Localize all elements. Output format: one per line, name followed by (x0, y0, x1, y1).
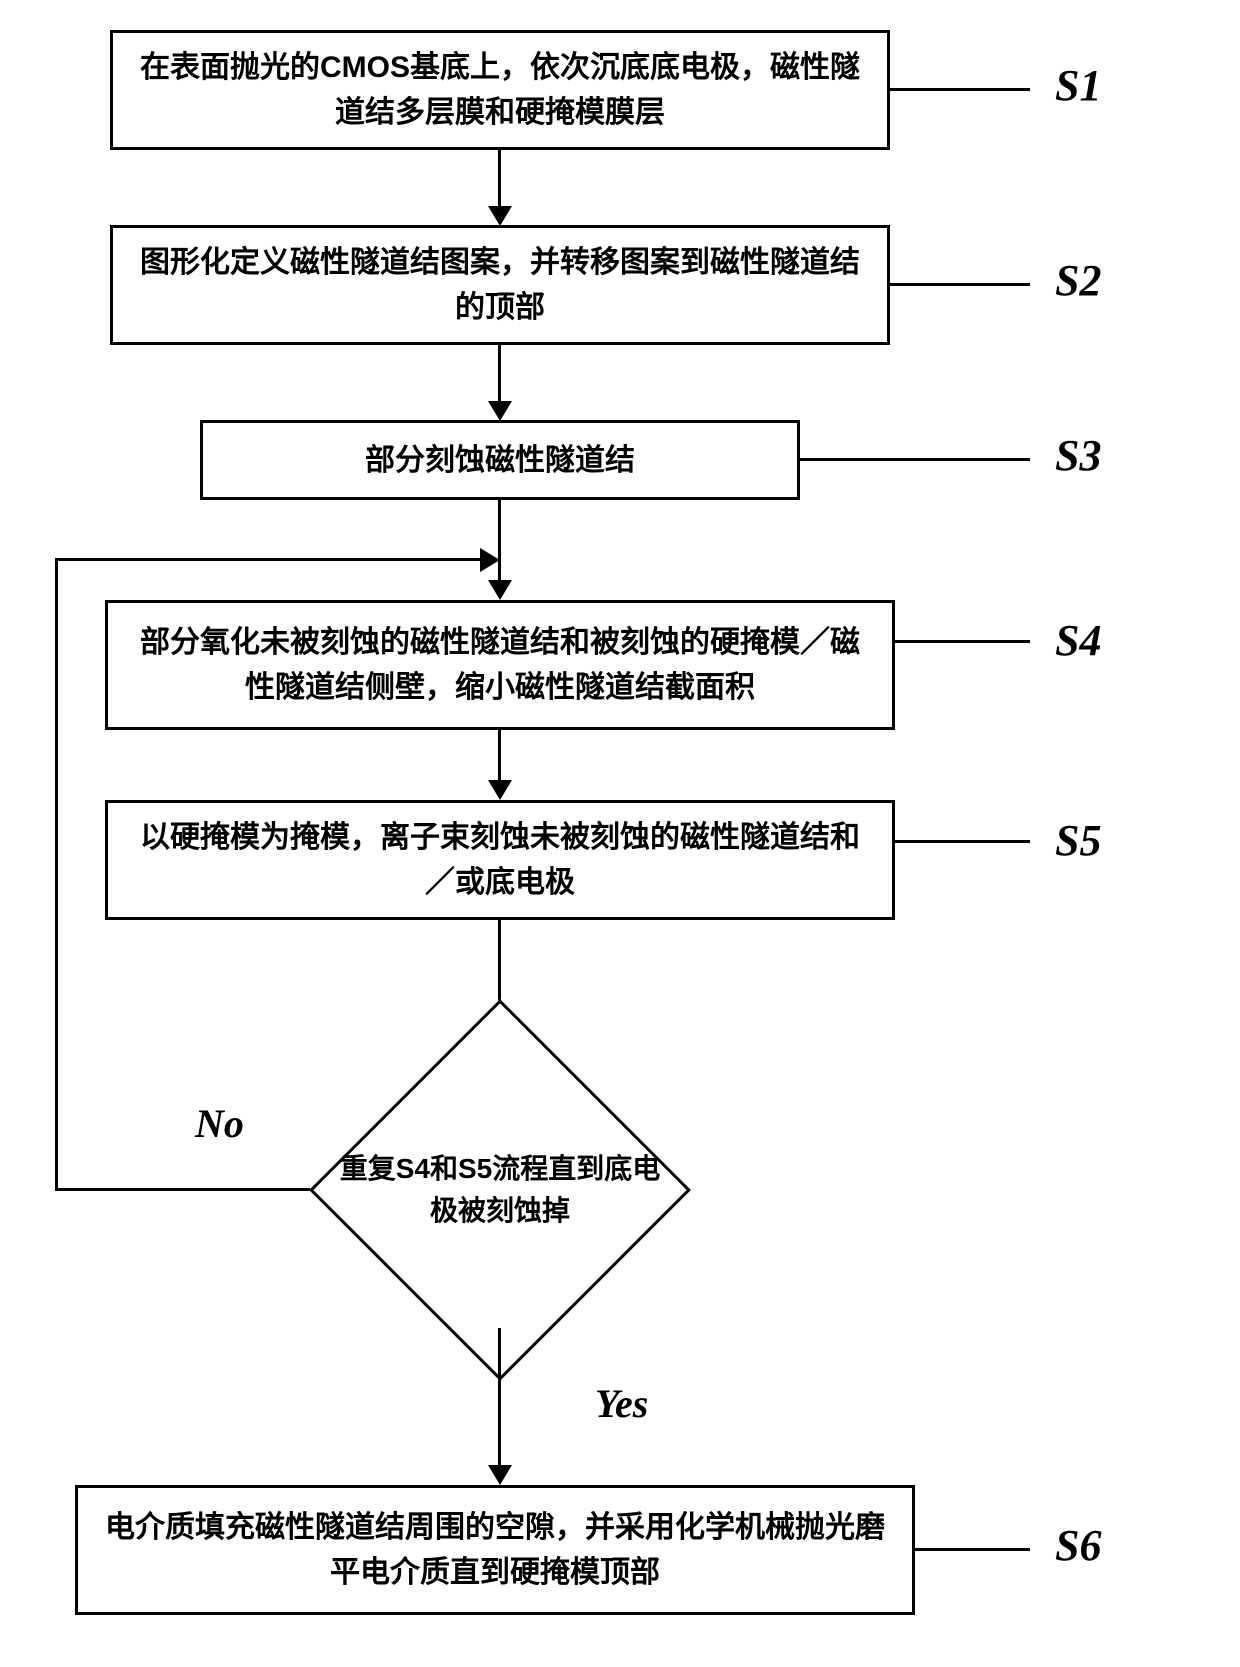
loop-line-up (55, 558, 58, 1191)
decision-text-container: 重复S4和S5流程直到底电极被刻蚀掉 (330, 1105, 670, 1275)
label-connector (800, 458, 1030, 461)
step-s5-box: 以硬掩模为掩模，离子束刻蚀未被刻蚀的磁性隧道结和／或底电极 (105, 800, 895, 920)
no-label: No (195, 1100, 244, 1147)
arrow-head (488, 1465, 512, 1485)
step-s4-box: 部分氧化未被刻蚀的磁性隧道结和被刻蚀的硬掩模／磁性隧道结侧壁，缩小磁性隧道结截面… (105, 600, 895, 730)
step-s3-text: 部分刻蚀磁性隧道结 (365, 438, 635, 483)
step-s2-label: S2 (1055, 255, 1101, 306)
arrow-head (488, 206, 512, 226)
step-s3-box: 部分刻蚀磁性隧道结 (200, 420, 800, 500)
step-s5-text: 以硬掩模为掩模，离子束刻蚀未被刻蚀的磁性隧道结和／或底电极 (128, 815, 872, 905)
label-connector (890, 283, 1030, 286)
arrow-line (498, 1328, 501, 1465)
arrow-line (498, 150, 501, 206)
step-s1-box: 在表面抛光的CMOS基底上，依次沉底底电极，磁性隧道结多层膜和硬掩模膜层 (110, 30, 890, 150)
label-connector (895, 640, 1030, 643)
step-s5-label: S5 (1055, 815, 1101, 866)
label-connector (895, 840, 1030, 843)
loop-line-left (55, 1188, 310, 1191)
loop-line-top (55, 558, 480, 561)
arrow-head (488, 401, 512, 421)
step-s3-label: S3 (1055, 430, 1101, 481)
arrow-head (480, 548, 500, 572)
arrow-head (488, 780, 512, 800)
label-connector (915, 1548, 1030, 1551)
label-connector (890, 88, 1030, 91)
step-s1-label: S1 (1055, 60, 1101, 111)
step-s2-text: 图形化定义磁性隧道结图案，并转移图案到磁性隧道结的顶部 (133, 240, 867, 330)
step-s2-box: 图形化定义磁性隧道结图案，并转移图案到磁性隧道结的顶部 (110, 225, 890, 345)
decision-text: 重复S4和S5流程直到底电极被刻蚀掉 (330, 1148, 670, 1232)
step-s6-text: 电介质填充磁性隧道结周围的空隙，并采用化学机械抛光磨平电介质直到硬掩模顶部 (98, 1505, 892, 1595)
step-s6-label: S6 (1055, 1520, 1101, 1571)
arrow-line (498, 730, 501, 780)
arrow-line (498, 345, 501, 401)
step-s6-box: 电介质填充磁性隧道结周围的空隙，并采用化学机械抛光磨平电介质直到硬掩模顶部 (75, 1485, 915, 1615)
arrow-head (488, 580, 512, 600)
yes-label: Yes (595, 1380, 648, 1427)
step-s1-text: 在表面抛光的CMOS基底上，依次沉底底电极，磁性隧道结多层膜和硬掩模膜层 (133, 45, 867, 135)
step-s4-label: S4 (1055, 615, 1101, 666)
step-s4-text: 部分氧化未被刻蚀的磁性隧道结和被刻蚀的硬掩模／磁性隧道结侧壁，缩小磁性隧道结截面… (128, 620, 872, 710)
